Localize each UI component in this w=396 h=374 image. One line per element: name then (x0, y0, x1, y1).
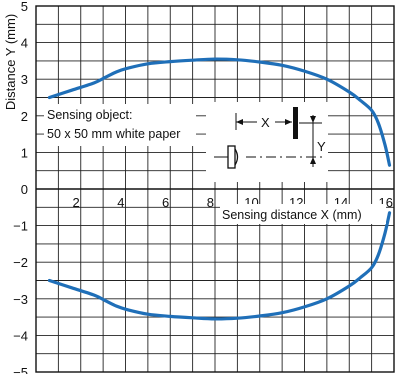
annotation-line-2: 50 x 50 mm white paper (47, 127, 180, 141)
y-tick-label: 3 (21, 72, 28, 87)
sensor-diagram-inset: X Y (206, 102, 328, 182)
sensor-icon (214, 145, 239, 169)
annotation-background (44, 104, 196, 146)
x-tick-label: 2 (73, 195, 80, 210)
y-tick-label: −3 (13, 292, 28, 307)
axes (35, 5, 395, 373)
y-tick-label: 1 (21, 145, 28, 160)
x-tick-label: 6 (162, 195, 169, 210)
x-tick-label: 8 (207, 195, 214, 210)
y-tick-label: 4 (21, 36, 28, 51)
inset-background (206, 102, 328, 182)
x-dimension-marker: X (235, 113, 292, 130)
x-axis-label: Sensing distance X (mm) (222, 208, 362, 222)
x-axis-label-box (220, 204, 386, 224)
y-tick-label: 0 (21, 182, 28, 197)
detection-curve-upper (47, 57, 392, 167)
y-dimension-marker: Y (299, 115, 326, 167)
detection-curve-lower (47, 211, 392, 321)
sensing-object-annotation: Sensing object: 50 x 50 mm white paper (44, 104, 196, 146)
y-tick-label: 2 (21, 109, 28, 124)
y-tick-label: −1 (13, 219, 28, 234)
y-tick-label: 5 (21, 0, 28, 14)
y-tick-label: −4 (13, 328, 28, 343)
annotation-line-1: Sensing object: (47, 108, 132, 122)
y-tick-label: −2 (13, 255, 28, 270)
series (47, 57, 392, 321)
x-dimension-label: X (261, 115, 270, 130)
y-axis-label: Distance Y (mm) (3, 14, 18, 110)
x-tick-label: 4 (117, 195, 124, 210)
sensing-object-bar (293, 107, 298, 139)
y-tick-label: −5 (13, 365, 28, 374)
y-dimension-label: Y (317, 139, 326, 154)
